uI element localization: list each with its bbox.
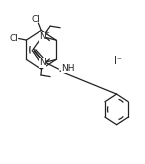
Text: NH: NH bbox=[61, 64, 75, 73]
Text: Cl: Cl bbox=[9, 34, 18, 43]
Text: I⁻: I⁻ bbox=[114, 56, 122, 66]
Text: +: + bbox=[43, 30, 49, 36]
Text: N: N bbox=[39, 58, 46, 67]
Text: N: N bbox=[39, 32, 46, 41]
Text: Cl: Cl bbox=[31, 15, 40, 24]
